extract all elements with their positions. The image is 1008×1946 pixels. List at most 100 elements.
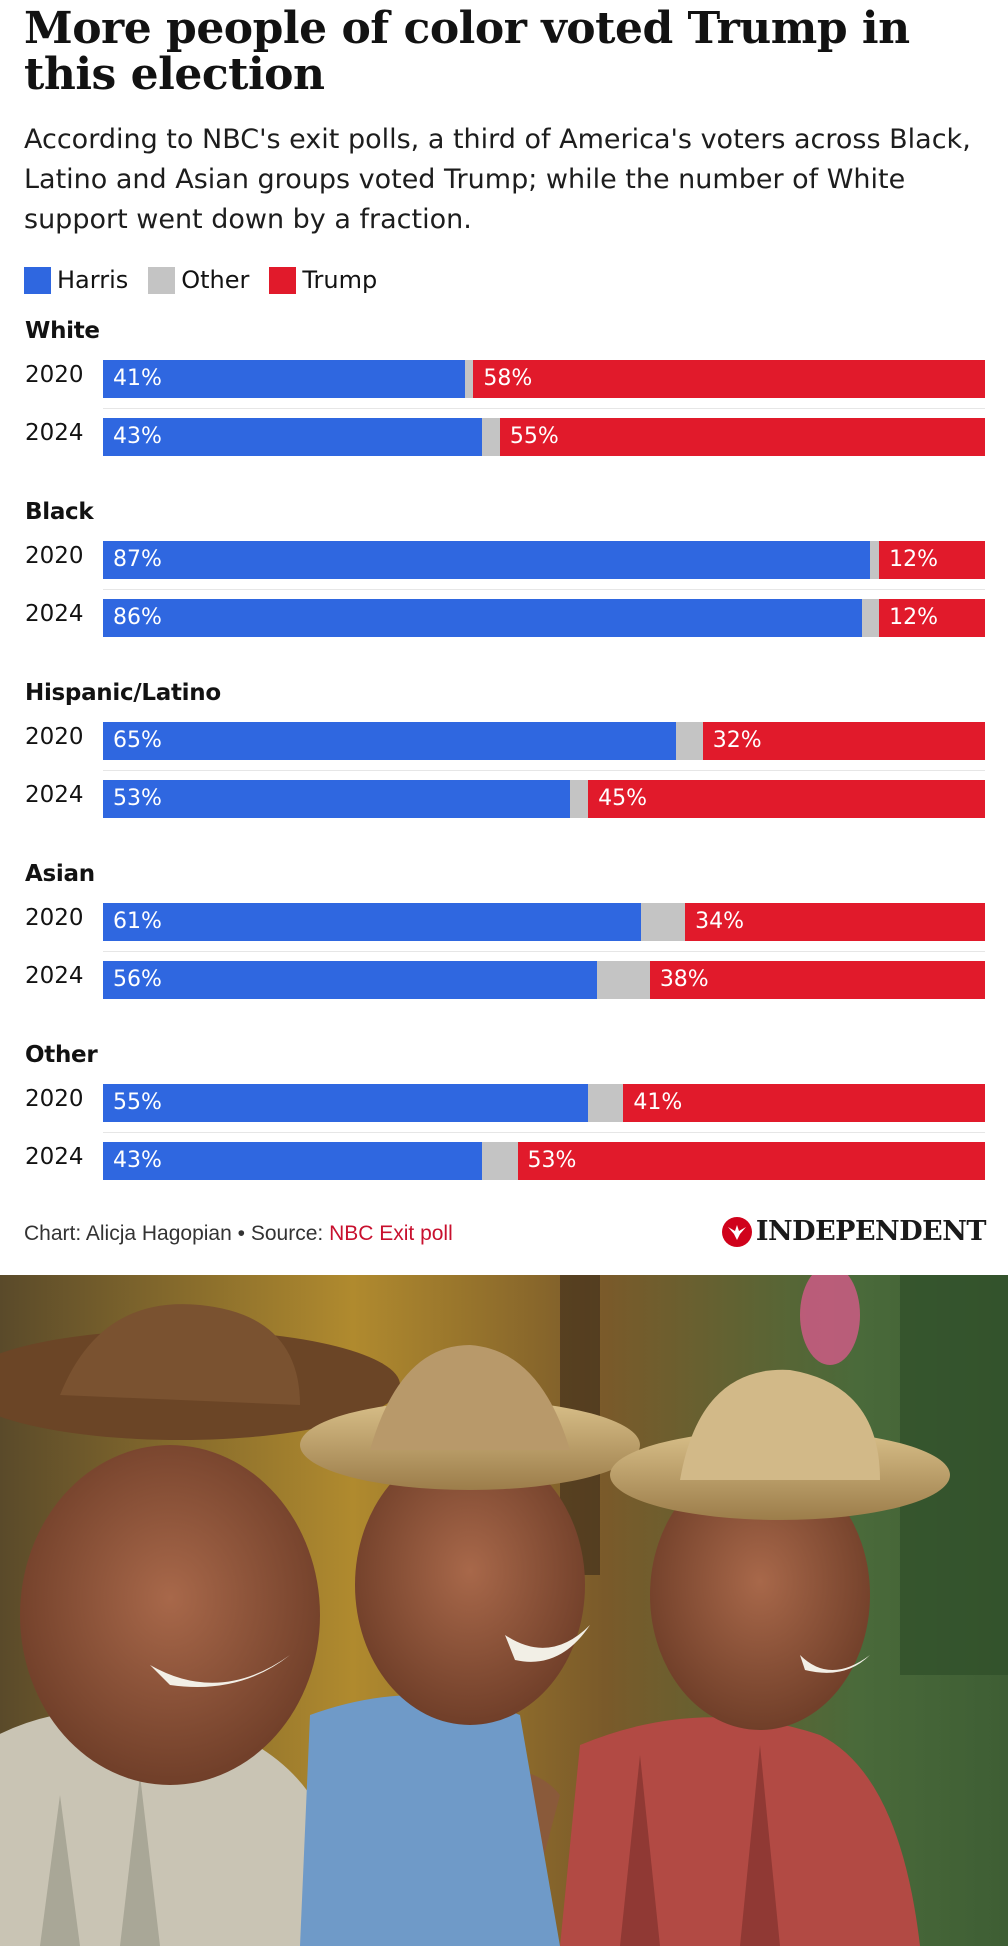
source-prefix: Source:: [250, 1222, 324, 1245]
stacked-bar: 65% 32%: [103, 722, 985, 760]
data-label-trump: 53%: [527, 1148, 577, 1173]
data-label-trump: 45%: [598, 786, 647, 811]
bar-segment-other: [641, 903, 686, 941]
bar-segment-harris: 43%: [103, 418, 483, 456]
data-label-harris: 43%: [113, 424, 162, 449]
bar-segment-harris: 56%: [103, 961, 597, 999]
data-label-trump: 58%: [483, 366, 533, 391]
bar-segment-trump: 45%: [588, 780, 985, 818]
bar-segment-trump: 12%: [879, 599, 985, 637]
bar-segment-harris: 41%: [103, 360, 465, 398]
data-label-trump: 12%: [889, 605, 939, 630]
data-label-trump: 12%: [889, 547, 939, 572]
photo-illustration: [0, 1275, 1008, 1946]
data-label-trump: 34%: [695, 909, 745, 934]
stacked-bar: 53% 45%: [103, 780, 985, 818]
chart-footer: Chart: Alicja Hagopian • Source: NBC Exi…: [24, 1222, 453, 1246]
data-label-harris: 86%: [113, 605, 162, 630]
bar-segment-harris: 65%: [103, 722, 677, 760]
row-year-label: 2020: [25, 1086, 84, 1112]
bar-segment-other: [482, 1142, 518, 1180]
group-title: Black: [25, 499, 94, 525]
bar-segment-trump: 12%: [879, 541, 985, 579]
bar-segment-harris: 43%: [103, 1142, 483, 1180]
brand-name: INDEPENDENT: [755, 1216, 987, 1247]
stacked-bar: 61% 34%: [103, 903, 985, 941]
data-label-harris: 41%: [113, 366, 162, 391]
bar-segment-harris: 55%: [103, 1084, 589, 1122]
data-label-harris: 56%: [113, 967, 162, 992]
row-year-label: 2024: [25, 782, 84, 808]
row-year-label: 2024: [25, 420, 84, 446]
bar-segment-other: [870, 541, 880, 579]
stacked-bar: 86% 12%: [103, 599, 985, 637]
row-year-label: 2024: [25, 1144, 84, 1170]
bar-segment-harris: 61%: [103, 903, 642, 941]
legend-swatch-trump: [269, 266, 297, 294]
row-year-label: 2020: [25, 362, 84, 388]
legend-item-other: Other: [148, 266, 249, 294]
stacked-bar: 43% 55%: [103, 418, 985, 456]
data-label-harris: 53%: [113, 786, 162, 811]
bar-segment-trump: 34%: [685, 903, 985, 941]
data-label-harris: 65%: [113, 728, 162, 753]
stacked-bar: 41% 58%: [103, 360, 985, 398]
bar-segment-trump: 32%: [702, 722, 985, 760]
row-separator: [103, 951, 985, 952]
brand-logo[interactable]: INDEPENDENT: [721, 1216, 987, 1247]
group-title: Other: [25, 1042, 98, 1068]
row-year-label: 2024: [25, 601, 84, 627]
legend: Harris Other Trump: [24, 264, 397, 296]
bar-segment-harris: 86%: [103, 599, 862, 637]
bar-segment-other: [482, 418, 500, 456]
legend-item-trump: Trump: [269, 266, 377, 294]
row-year-label: 2020: [25, 543, 84, 569]
chart-panel: More people of color voted Trump in this…: [24, 3, 987, 1247]
row-year-label: 2024: [25, 963, 84, 989]
bar-segment-trump: 38%: [649, 961, 985, 999]
stacked-bar: 87% 12%: [103, 541, 985, 579]
data-label-trump: 55%: [509, 424, 559, 449]
bar-segment-other: [596, 961, 650, 999]
row-separator: [103, 1132, 985, 1133]
data-label-harris: 61%: [113, 909, 162, 934]
data-label-harris: 87%: [113, 547, 162, 572]
eagle-icon: [721, 1216, 752, 1247]
bar-segment-other: [588, 1084, 624, 1122]
legend-swatch-harris: [24, 266, 51, 294]
bar-segment-other: [570, 780, 589, 818]
bar-segment-trump: 58%: [473, 360, 985, 398]
bar-segment-other: [861, 599, 880, 637]
stacked-bar: 55% 41%: [103, 1084, 985, 1122]
legend-label-trump: Trump: [302, 266, 378, 294]
bar-segment-other: [676, 722, 703, 760]
hero-photo: [0, 1275, 1008, 1946]
chart-title: More people of color voted Trump in this…: [24, 3, 910, 100]
data-label-trump: 32%: [712, 728, 762, 753]
source-link[interactable]: NBC Exit poll: [329, 1222, 453, 1245]
row-year-label: 2020: [25, 905, 84, 931]
bar-segment-harris: 53%: [103, 780, 571, 818]
group-title: White: [25, 318, 100, 344]
chart-credit: Chart: Alicja Hagopian: [24, 1222, 232, 1245]
legend-swatch-other: [148, 266, 176, 294]
chart-subtitle: According to NBC's exit polls, a third o…: [24, 124, 971, 235]
group-title: Hispanic/Latino: [25, 680, 221, 706]
bar-segment-harris: 87%: [103, 541, 871, 579]
bar-segment-trump: 53%: [517, 1142, 985, 1180]
data-label-harris: 55%: [113, 1090, 162, 1115]
data-label-trump: 38%: [659, 967, 709, 992]
bar-segment-trump: 41%: [623, 1084, 985, 1122]
legend-label-other: Other: [181, 266, 250, 294]
row-separator: [103, 770, 985, 771]
bar-segment-other: [464, 360, 474, 398]
row-separator: [103, 589, 985, 590]
stacked-bar: 43% 53%: [103, 1142, 985, 1180]
data-label-trump: 41%: [633, 1090, 683, 1115]
group-title: Asian: [25, 861, 95, 887]
footer-separator: •: [237, 1222, 245, 1245]
legend-label-harris: Harris: [57, 266, 129, 294]
legend-item-harris: Harris: [24, 266, 128, 294]
stacked-bar: 56% 38%: [103, 961, 985, 999]
data-label-harris: 43%: [113, 1148, 162, 1173]
